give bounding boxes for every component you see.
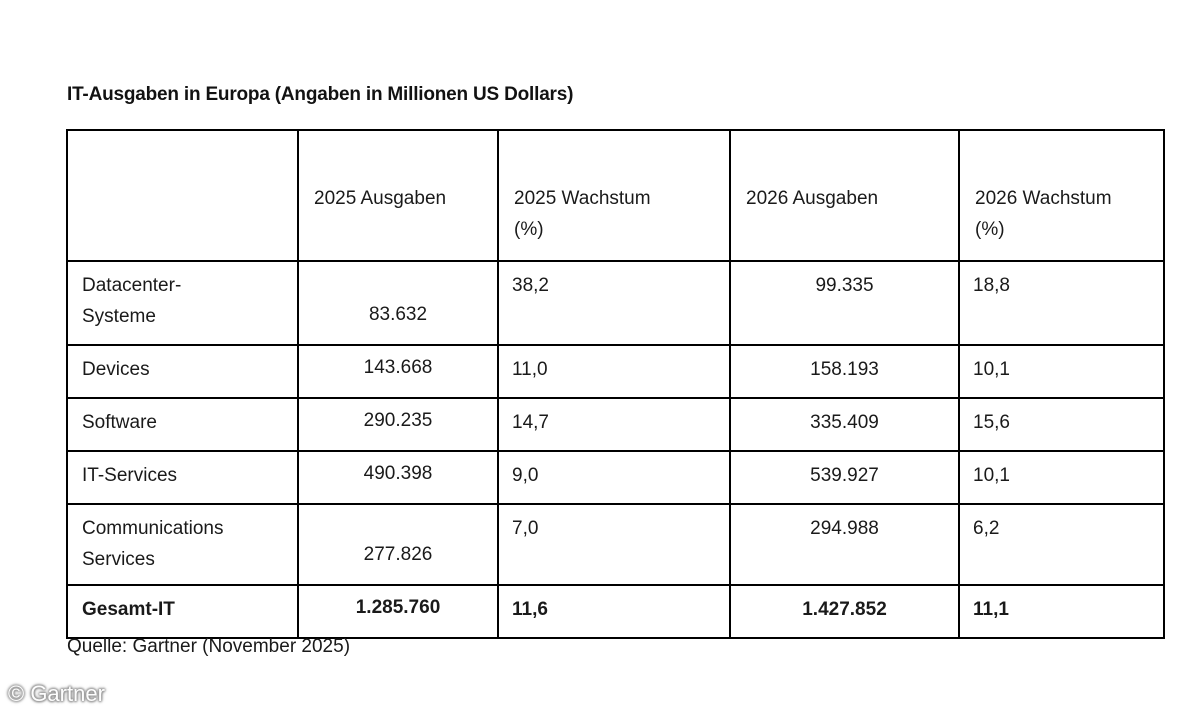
cell-growth-2025: 38,2 — [497, 260, 731, 346]
table-header-row: 2025 Ausgaben 2025 Wachstum (%) 2026 Aus… — [66, 129, 1165, 262]
cell-growth-2025: 7,0 — [497, 503, 731, 586]
cell-growth-2025: 9,0 — [497, 450, 731, 505]
page-title: IT-Ausgaben in Europa (Angaben in Millio… — [67, 84, 574, 105]
row-label: IT-Services — [66, 450, 299, 505]
cell-spend-2026: 99.335 — [729, 260, 960, 346]
cell-growth-2026: 6,2 — [958, 503, 1165, 586]
row-label: Communications Services — [66, 503, 299, 586]
cell-growth-2025: 14,7 — [497, 397, 731, 452]
col-header-empty — [66, 129, 299, 262]
row-label-total: Gesamt-IT — [66, 584, 299, 639]
cell-growth-2025: 11,0 — [497, 344, 731, 399]
col-header-2025-ausgaben: 2025 Ausgaben — [297, 129, 499, 262]
row-label: Datacenter- Systeme — [66, 260, 299, 346]
table-row-gesamt-it: Gesamt-IT 1.285.760 11,6 1.427.852 11,1 — [66, 584, 1165, 639]
col-header-2025-wachstum: 2025 Wachstum (%) — [497, 129, 731, 262]
row-label: Devices — [66, 344, 299, 399]
table-row-software: Software 290.235 14,7 335.409 15,6 — [66, 397, 1165, 452]
cell-spend-2025: 83.632 — [297, 260, 499, 346]
cell-spend-2026: 335.409 — [729, 397, 960, 452]
cell-total-spend-2026: 1.427.852 — [729, 584, 960, 639]
cell-total-spend-2025: 1.285.760 — [297, 584, 499, 639]
col-header-2026-wachstum: 2026 Wachstum (%) — [958, 129, 1165, 262]
cell-growth-2026: 10,1 — [958, 344, 1165, 399]
table-row-devices: Devices 143.668 11,0 158.193 10,1 — [66, 344, 1165, 399]
cell-spend-2025: 290.235 — [297, 397, 499, 452]
cell-spend-2026: 158.193 — [729, 344, 960, 399]
cell-growth-2026: 15,6 — [958, 397, 1165, 452]
cell-spend-2026: 294.988 — [729, 503, 960, 586]
cell-growth-2026: 10,1 — [958, 450, 1165, 505]
row-label: Software — [66, 397, 299, 452]
cell-spend-2025: 143.668 — [297, 344, 499, 399]
table-row-it-services: IT-Services 490.398 9,0 539.927 10,1 — [66, 450, 1165, 505]
source-caption: Quelle: Gartner (November 2025) — [67, 636, 351, 657]
gartner-watermark: © Gartner — [8, 681, 105, 706]
table-row-communications-services: Communications Services 277.826 7,0 294.… — [66, 503, 1165, 586]
table-row-datacenter-systeme: Datacenter- Systeme 83.632 38,2 99.335 1… — [66, 260, 1165, 346]
cell-growth-2026: 18,8 — [958, 260, 1165, 346]
cell-spend-2025: 277.826 — [297, 503, 499, 586]
cell-spend-2026: 539.927 — [729, 450, 960, 505]
col-header-2026-ausgaben: 2026 Ausgaben — [729, 129, 960, 262]
cell-total-growth-2025: 11,6 — [497, 584, 731, 639]
it-spending-table: 2025 Ausgaben 2025 Wachstum (%) 2026 Aus… — [66, 129, 1165, 639]
cell-spend-2025: 490.398 — [297, 450, 499, 505]
cell-total-growth-2026: 11,1 — [958, 584, 1165, 639]
